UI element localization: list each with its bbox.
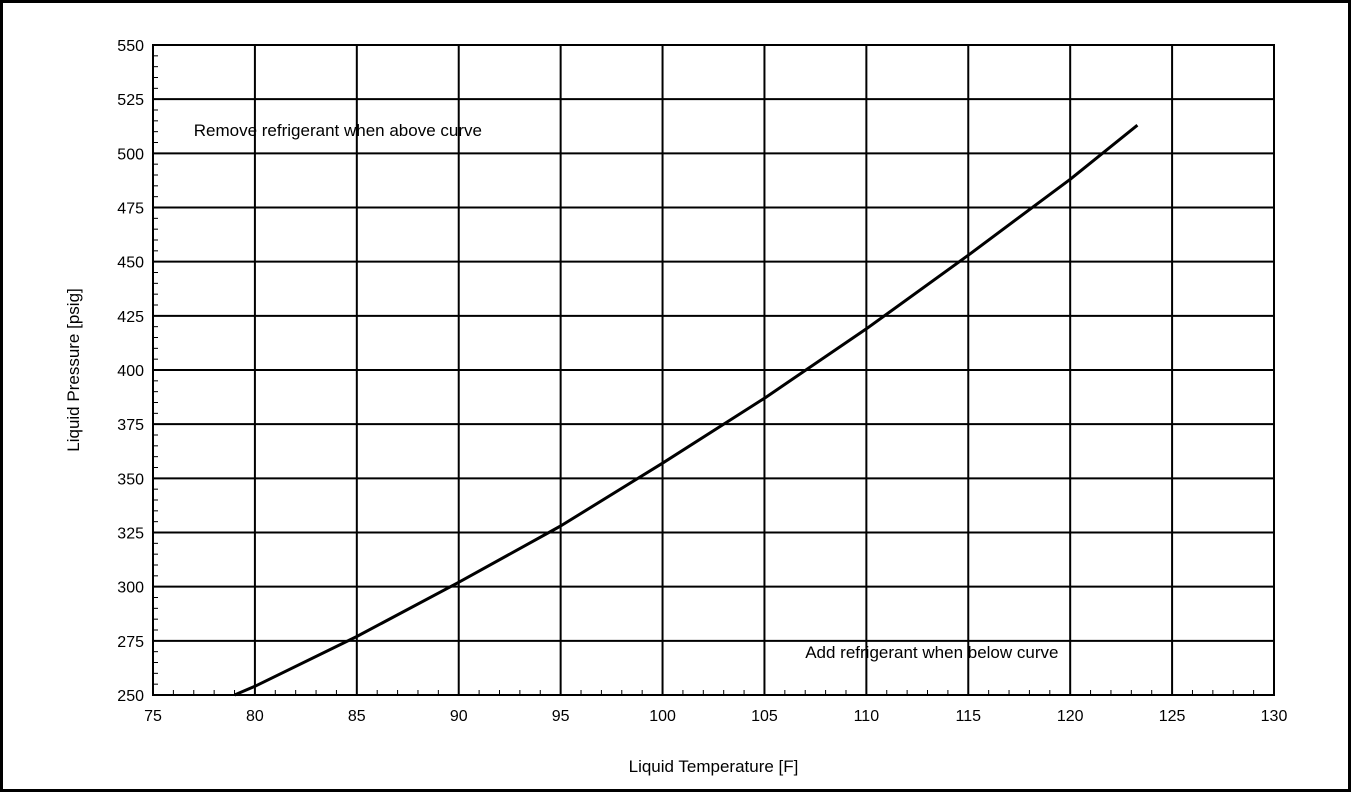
minor-ticks	[153, 55, 1255, 695]
x-tick-label: 105	[751, 708, 778, 725]
y-axis-title: Liquid Pressure [psig]	[64, 288, 83, 451]
y-tick-label: 450	[117, 255, 144, 272]
x-tick-label: 110	[854, 708, 880, 725]
y-tick-label: 375	[117, 417, 144, 434]
x-axis-title: Liquid Temperature [F]	[629, 757, 799, 776]
y-tick-label: 525	[117, 92, 144, 109]
x-tick-label: 120	[1057, 708, 1084, 725]
y-tick-label: 275	[117, 634, 144, 651]
y-tick-label: 250	[117, 688, 144, 705]
x-tick-label: 115	[956, 708, 982, 725]
annotation-text: Remove refrigerant when above curve	[194, 121, 482, 140]
x-tick-label: 130	[1261, 708, 1288, 725]
x-tick-label: 100	[649, 708, 676, 725]
x-tick-label: 95	[552, 708, 570, 725]
y-tick-label: 400	[117, 363, 144, 380]
x-tick-label: 80	[246, 708, 264, 725]
x-tick-label: 85	[348, 708, 366, 725]
x-tick-label: 90	[450, 708, 468, 725]
y-tick-label: 325	[117, 526, 144, 543]
series-line	[233, 124, 1139, 697]
x-tick-label: 75	[144, 708, 162, 725]
annotation-text: Add refrigerant when below curve	[805, 643, 1058, 662]
annotations: Remove refrigerant when above curve Add r…	[194, 121, 1059, 662]
y-tick-label: 300	[117, 580, 144, 597]
y-tick-label: 500	[117, 146, 144, 163]
y-tick-label: 350	[117, 471, 144, 488]
y-tick-labels: 250 275 300 325 350 375 400 425 450 475 500 525 550	[117, 38, 144, 705]
y-tick-label: 550	[117, 38, 144, 55]
grid	[153, 45, 1274, 695]
x-tick-label: 125	[1159, 708, 1186, 725]
y-tick-label: 475	[117, 201, 144, 218]
x-tick-labels: 75 80 85 90 95 100 105 110 115 120 125 130	[144, 708, 1287, 725]
y-tick-label: 425	[117, 309, 144, 326]
series-layer	[233, 124, 1139, 697]
plot-area	[152, 44, 1275, 696]
